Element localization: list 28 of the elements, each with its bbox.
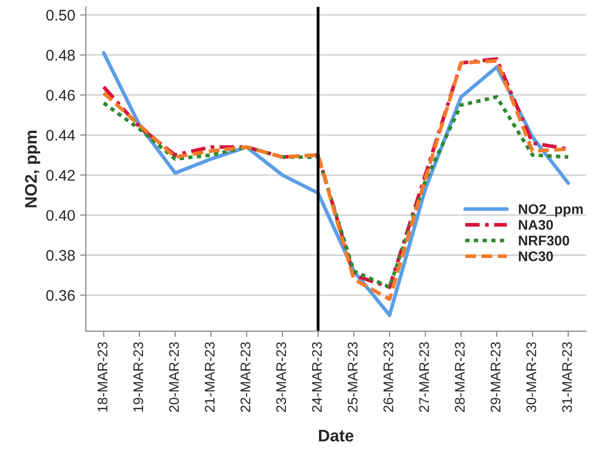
y-tick-label: 0.42 [46,170,75,181]
y-tick-label: 0.48 [46,50,75,61]
x-tick-label: 23-MAR-23 [276,342,286,412]
x-tick-label: 18-MAR-23 [98,342,108,412]
y-tick-label: 0.40 [46,210,75,221]
x-tick-label: 19-MAR-23 [133,342,144,412]
x-tick-label: 21-MAR-23 [204,342,215,412]
x-axis-title: Date [319,430,354,442]
x-tick-label: 29-MAR-23 [490,342,500,412]
y-tick-label: 0.36 [46,290,75,301]
x-tick-label: 31-MAR-23 [562,342,572,412]
x-tick-label: 28-MAR-23 [454,342,465,412]
y-tick-label: 0.44 [46,130,75,141]
legend-label: NC30 [518,251,553,262]
x-tick-label: 26-MAR-23 [383,342,394,412]
x-tick-label: 27-MAR-23 [419,342,430,412]
legend-label: NRF300 [518,236,570,246]
x-tick-label: 30-MAR-23 [526,342,536,412]
legend-label: NA30 [518,220,553,230]
y-tick-label: 0.50 [46,10,75,21]
y-axis-title: NO2, ppm [25,130,40,208]
x-tick-label: 25-MAR-23 [348,342,358,412]
x-tick-label: 20-MAR-23 [169,342,179,412]
y-tick-label: 0.46 [46,90,75,101]
x-tick-label: 22-MAR-23 [240,342,250,412]
x-tick-label: 24-MAR-23 [312,342,322,412]
legend-label: NO2_ppm [518,204,583,217]
y-tick-label: 0.38 [46,250,75,261]
